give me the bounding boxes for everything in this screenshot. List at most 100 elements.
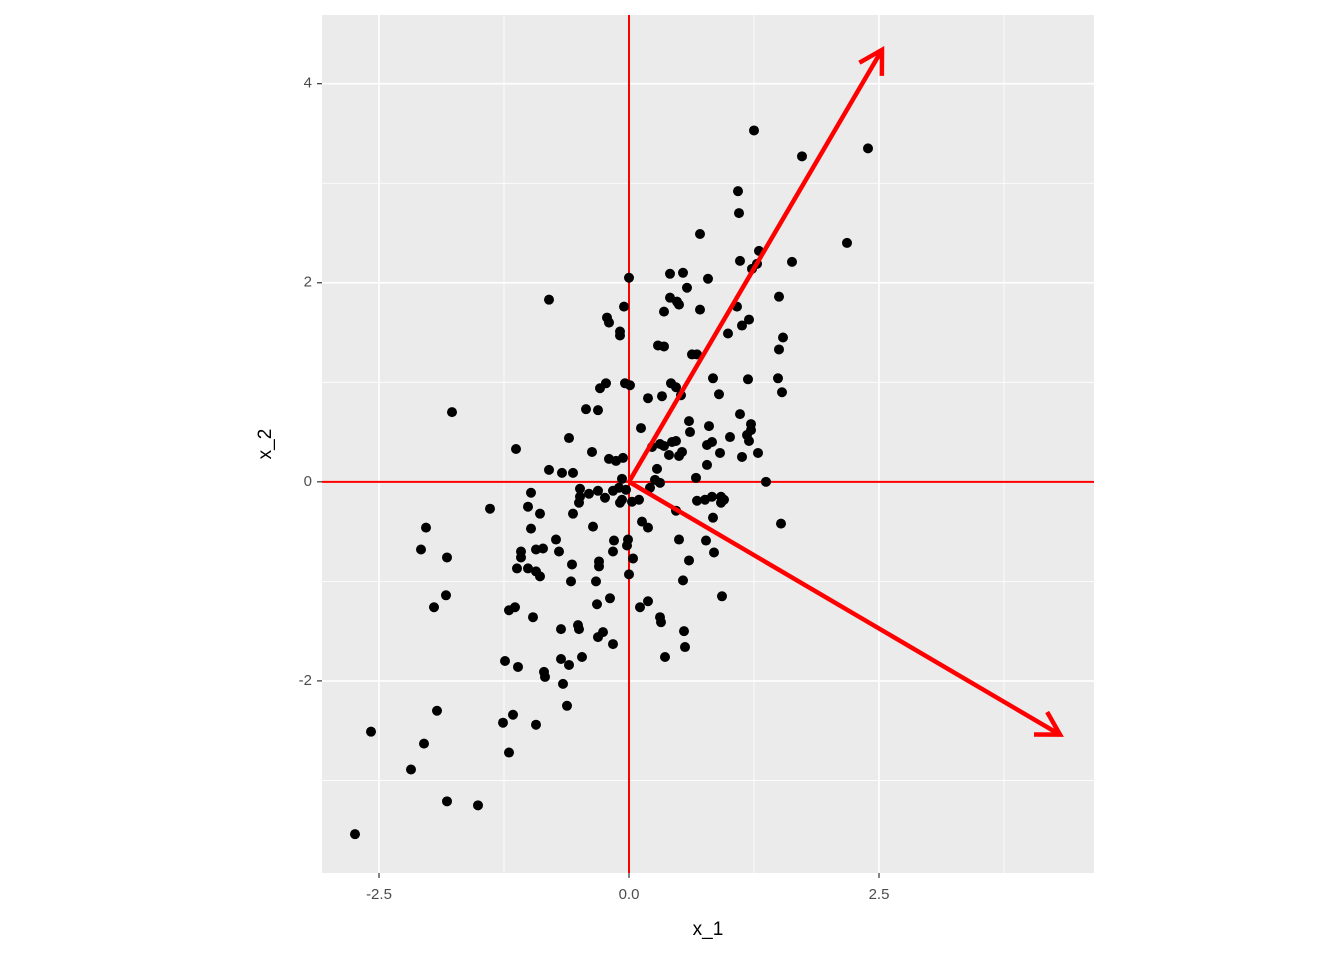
point: [350, 829, 360, 840]
point: [575, 483, 585, 494]
point: [659, 341, 669, 352]
x-tick-label: 2.5: [869, 886, 890, 903]
point: [725, 432, 735, 443]
arrow: [627, 45, 885, 483]
point: [625, 380, 635, 391]
point: [601, 378, 611, 389]
point: [695, 228, 705, 239]
point: [512, 563, 522, 574]
point: [568, 467, 578, 478]
point: [594, 556, 604, 567]
point: [416, 544, 426, 555]
arrow: [627, 479, 1064, 737]
point: [737, 451, 747, 462]
point: [842, 237, 852, 248]
point: [617, 494, 627, 505]
point: [556, 653, 566, 664]
point: [508, 709, 518, 720]
x-axis-title: x_1: [693, 919, 724, 940]
point: [574, 624, 584, 635]
point: [575, 491, 585, 502]
point: [677, 446, 687, 457]
x-tick-label: 0.0: [619, 886, 640, 903]
point: [619, 301, 629, 312]
point: [797, 151, 807, 162]
point: [442, 796, 452, 807]
point: [643, 393, 653, 404]
point: [526, 523, 536, 534]
point: [692, 495, 702, 506]
point: [535, 508, 545, 519]
point: [504, 747, 514, 758]
point: [761, 476, 771, 487]
point: [540, 671, 550, 682]
point: [498, 717, 508, 728]
point: [679, 626, 689, 637]
point: [704, 421, 714, 432]
point: [778, 332, 788, 343]
point: [544, 464, 554, 475]
point: [692, 349, 702, 360]
point: [634, 494, 644, 505]
point: [723, 328, 733, 339]
point: [587, 446, 597, 457]
point: [656, 617, 666, 628]
point: [735, 255, 745, 266]
point: [608, 639, 618, 650]
point: [707, 491, 717, 502]
point: [671, 436, 681, 447]
point: [664, 449, 674, 460]
point: [621, 484, 631, 495]
point: [605, 593, 615, 604]
point: [441, 590, 451, 601]
x-tick-label: -2.5: [366, 886, 392, 903]
point: [615, 326, 625, 337]
point: [735, 409, 745, 420]
point: [643, 522, 653, 533]
point: [406, 764, 416, 775]
point: [588, 521, 598, 532]
point: [680, 642, 690, 653]
point: [624, 272, 634, 283]
point: [652, 463, 662, 474]
point: [617, 473, 627, 484]
y-tick-label: 4: [304, 75, 312, 92]
point: [643, 596, 653, 607]
point: [685, 427, 695, 438]
point: [429, 602, 439, 613]
point: [567, 559, 577, 570]
point: [554, 546, 564, 557]
point: [701, 535, 711, 546]
point: [737, 320, 747, 331]
point: [558, 678, 568, 689]
point: [695, 304, 705, 315]
point: [691, 472, 701, 483]
point: [636, 423, 646, 434]
point: [516, 552, 526, 563]
point: [749, 125, 759, 136]
point: [715, 447, 725, 458]
point: [447, 407, 457, 418]
point: [562, 700, 572, 711]
point: [598, 627, 608, 638]
point: [623, 534, 633, 545]
point: [671, 382, 681, 393]
point: [678, 575, 688, 586]
point: [714, 389, 724, 400]
point: [635, 602, 645, 613]
point: [708, 512, 718, 523]
point: [744, 314, 754, 325]
point: [703, 273, 713, 284]
point: [591, 576, 601, 587]
point: [787, 256, 797, 267]
point: [584, 488, 594, 499]
point: [624, 569, 634, 580]
point: [513, 661, 523, 672]
point: [366, 726, 376, 737]
point: [773, 373, 783, 384]
point: [511, 443, 521, 454]
point: [608, 546, 618, 557]
point: [442, 552, 452, 563]
point: [609, 535, 619, 546]
